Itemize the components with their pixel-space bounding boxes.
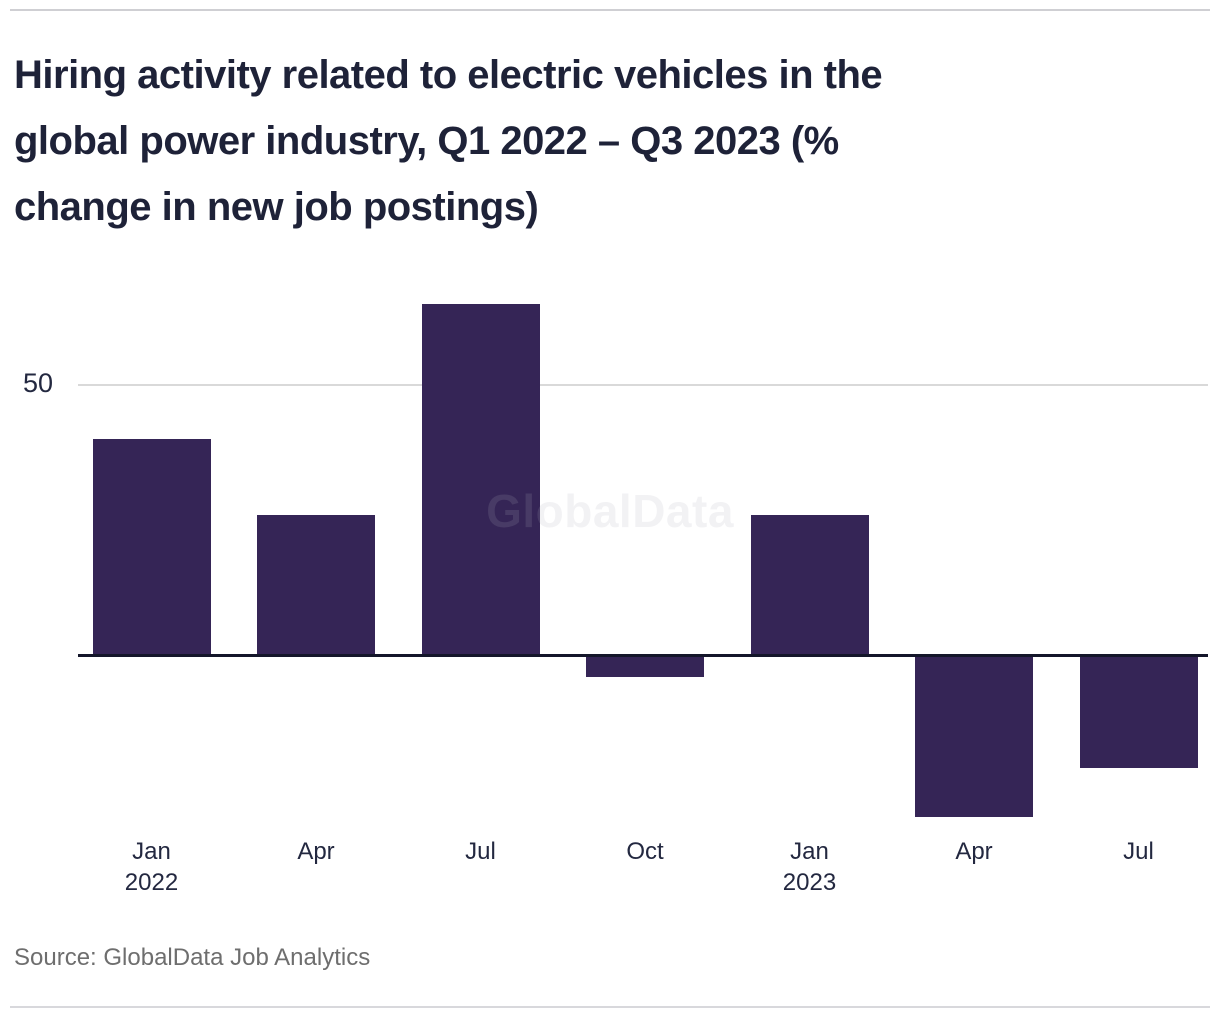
bar-jul — [421, 304, 540, 655]
x-axis-tick-label: Jan 2023 — [782, 838, 837, 896]
gridline-50 — [78, 384, 1208, 386]
top-border-rule — [10, 9, 1210, 11]
chart-title: Hiring activity related to electric vehi… — [14, 42, 1204, 240]
x-axis-tick-label: Apr — [955, 838, 993, 865]
chart-title-line-3: change in new job postings) — [14, 185, 539, 229]
bottom-border-rule — [10, 1006, 1210, 1008]
x-axis-tick-label: Jul — [1123, 838, 1154, 865]
x-axis-tick-label: Apr — [297, 838, 335, 865]
source-attribution: Source: GlobalData Job Analytics — [14, 944, 371, 971]
x-axis-zero-line — [78, 654, 1208, 657]
bar-apr — [257, 514, 375, 655]
bar-oct — [586, 655, 704, 677]
y-axis-tick-label: 50 — [22, 368, 54, 398]
bar-jul — [1079, 655, 1198, 769]
x-axis-tick-label: Jan 2022 — [124, 838, 179, 896]
chart-title-line-2: global power industry, Q1 2022 – Q3 2023… — [14, 119, 839, 163]
bar-apr — [915, 655, 1033, 817]
x-axis-tick-label: Oct — [626, 838, 664, 865]
chart-title-line-1: Hiring activity related to electric vehi… — [14, 53, 883, 97]
x-axis-tick-label: Jul — [465, 838, 496, 865]
bar-jan-2022 — [92, 439, 211, 655]
globaldata-watermark: GlobalData — [486, 485, 734, 537]
bar-jan-2023 — [750, 514, 869, 655]
